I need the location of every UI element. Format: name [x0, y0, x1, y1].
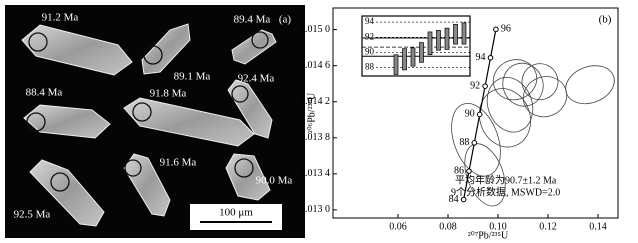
inset-tick-label: 88: [365, 62, 375, 72]
scale-label: 100 μm: [219, 207, 253, 219]
y-tick-label: 0.014 6: [300, 60, 330, 71]
age-label: 86: [454, 165, 464, 176]
age-label: 92.4 Ma: [238, 73, 275, 85]
age-label: 96: [501, 24, 511, 35]
x-tick-label: 0.06: [389, 221, 407, 232]
age-error-bar: [462, 23, 466, 44]
age-label: 90: [465, 109, 475, 120]
inset-tick-label: 90: [365, 47, 375, 57]
age-label: 91.6 Ma: [160, 157, 197, 169]
age-label: 89.4 Ma: [234, 14, 271, 26]
y-tick-label: 0.014 2: [300, 96, 330, 107]
concordia-point: [461, 197, 466, 202]
annotation: 平均年龄为90.7±1.2 Ma: [455, 173, 557, 186]
age-label: 94: [476, 52, 486, 63]
age-label: 92.5 Ma: [14, 209, 51, 221]
age-label: 84: [449, 194, 459, 205]
concordia-point: [477, 112, 482, 117]
y-tick-label: 0.013 8: [300, 132, 330, 143]
age-label: 90.0 Ma: [256, 175, 293, 187]
age-error-bar: [428, 32, 432, 55]
concordia-point: [467, 169, 472, 174]
concordia-point: [494, 27, 499, 32]
error-ellipse: [442, 97, 509, 183]
cl-image: 91.2 Ma 89.4 Ma (a) 89.1 Ma 92.4 Ma 88.4…: [5, 5, 305, 238]
inset-tick-label: 94: [365, 16, 375, 26]
age-error-bar: [403, 49, 407, 70]
x-tick-label: 0.08: [439, 221, 457, 232]
age-label: 88.4 Ma: [26, 87, 63, 99]
y-tick-label: 0.013 0: [300, 204, 330, 215]
concordia-point: [483, 84, 488, 89]
x-tick-label: 0.14: [589, 221, 607, 232]
age-error-bar: [454, 24, 458, 44]
zircons: [22, 24, 276, 226]
concordia-point: [472, 141, 477, 146]
panel-label: (a): [279, 14, 292, 26]
y-tick-label: 0.015 0: [300, 24, 330, 35]
inset-tick-label: 92: [365, 31, 374, 41]
age-label: 92: [470, 80, 480, 91]
y-tick-label: 0.013 4: [300, 168, 330, 179]
panel-label: (b): [599, 14, 612, 26]
age-error-bar: [411, 48, 415, 66]
age-label: 89.1 Ma: [174, 71, 211, 83]
age-label: 88: [459, 137, 469, 148]
age-label: 91.8 Ma: [150, 88, 187, 100]
age-error-bar: [394, 55, 398, 75]
error-ellipse: [560, 59, 619, 110]
x-tick-label: 0.10: [489, 221, 507, 232]
x-tick-label: 0.12: [539, 221, 557, 232]
concordia-point: [488, 55, 493, 60]
age-label: 91.2 Ma: [42, 12, 79, 24]
age-error-bar: [437, 30, 441, 50]
age-error-bar: [445, 28, 449, 49]
age-error-bar: [420, 43, 424, 63]
